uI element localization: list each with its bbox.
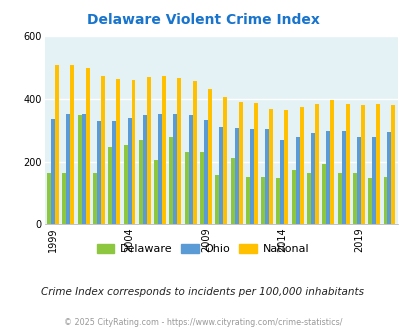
Bar	[345, 104, 349, 224]
Bar	[97, 121, 101, 224]
Bar	[352, 173, 356, 224]
Bar	[249, 129, 253, 224]
Bar	[386, 132, 390, 224]
Bar	[81, 114, 85, 224]
Bar	[207, 89, 211, 224]
Bar	[260, 177, 264, 224]
Bar	[383, 177, 386, 224]
Bar	[169, 137, 173, 224]
Bar	[200, 152, 203, 224]
Bar	[51, 119, 55, 224]
Bar	[139, 140, 143, 224]
Bar	[219, 127, 223, 224]
Bar	[238, 102, 242, 224]
Bar	[77, 115, 81, 224]
Bar	[322, 164, 326, 224]
Bar	[314, 104, 318, 224]
Bar	[264, 129, 269, 224]
Bar	[93, 173, 97, 224]
Bar	[112, 121, 116, 224]
Bar	[188, 115, 192, 224]
Bar	[390, 105, 394, 224]
Bar	[245, 177, 249, 224]
Bar	[306, 173, 310, 224]
Bar	[356, 137, 360, 224]
Bar	[147, 77, 150, 224]
Bar	[55, 65, 59, 224]
Bar	[108, 147, 112, 224]
Bar	[184, 152, 188, 224]
Bar	[371, 137, 375, 224]
Bar	[367, 178, 371, 224]
Bar	[62, 173, 66, 224]
Bar	[234, 128, 238, 224]
Bar	[47, 173, 51, 224]
Bar	[295, 137, 299, 224]
Bar	[203, 120, 207, 224]
Bar	[269, 109, 273, 224]
Bar	[70, 65, 74, 224]
Bar	[310, 133, 314, 224]
Bar	[127, 118, 131, 224]
Bar	[192, 81, 196, 224]
Text: Crime Index corresponds to incidents per 100,000 inhabitants: Crime Index corresponds to incidents per…	[41, 287, 364, 297]
Bar	[154, 160, 158, 224]
Bar	[326, 131, 330, 224]
Bar	[337, 173, 341, 224]
Bar	[276, 178, 280, 224]
Bar	[291, 170, 295, 224]
Bar	[215, 175, 219, 224]
Bar	[158, 114, 162, 224]
Bar	[299, 108, 303, 224]
Bar	[143, 115, 147, 224]
Bar	[116, 79, 120, 224]
Bar	[101, 77, 104, 224]
Bar	[341, 131, 345, 224]
Bar	[280, 140, 284, 224]
Text: Delaware Violent Crime Index: Delaware Violent Crime Index	[86, 13, 319, 27]
Bar	[162, 76, 166, 224]
Bar	[360, 105, 364, 224]
Bar	[375, 104, 379, 224]
Bar	[66, 114, 70, 224]
Text: © 2025 CityRating.com - https://www.cityrating.com/crime-statistics/: © 2025 CityRating.com - https://www.city…	[64, 318, 341, 327]
Bar	[177, 78, 181, 224]
Bar	[123, 145, 127, 224]
Bar	[131, 80, 135, 224]
Bar	[85, 68, 90, 224]
Bar	[330, 100, 333, 224]
Bar	[223, 97, 227, 224]
Legend: Delaware, Ohio, National: Delaware, Ohio, National	[92, 239, 313, 258]
Bar	[173, 114, 177, 224]
Bar	[253, 103, 257, 224]
Bar	[230, 158, 234, 224]
Bar	[284, 110, 288, 224]
